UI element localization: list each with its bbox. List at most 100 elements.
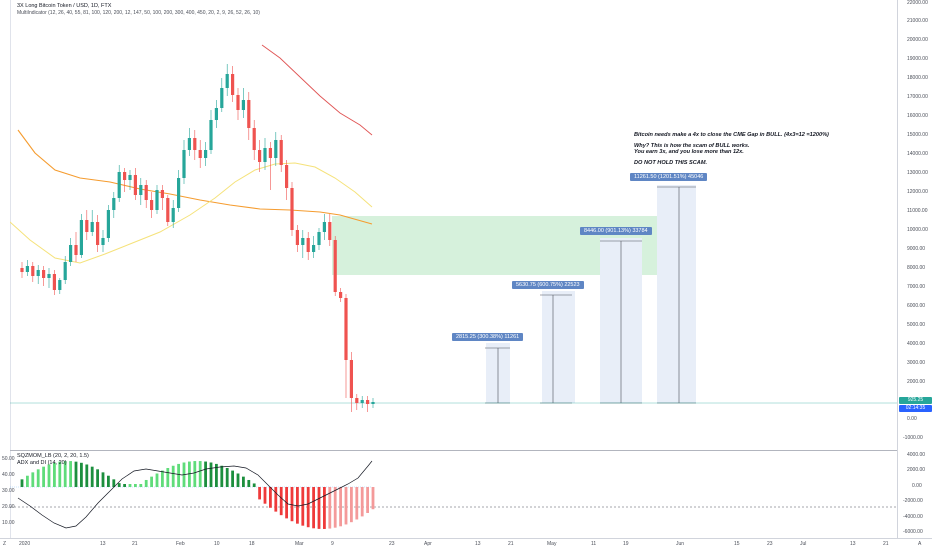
time-tick: 21 xyxy=(883,541,889,547)
indicator-right-tick: -6000.00 xyxy=(903,529,923,535)
time-tick: May xyxy=(547,541,557,547)
timezone-corner-button[interactable]: Z xyxy=(3,541,7,547)
time-tick: 18 xyxy=(249,541,255,547)
candle-body xyxy=(25,266,29,272)
candle-body xyxy=(279,140,283,165)
momentum-bar xyxy=(69,461,72,487)
price-tick: 22000.00 xyxy=(907,0,928,6)
momentum-bar xyxy=(360,487,364,517)
indicator-label-1[interactable]: SQZMOM_LB (20, 2, 20, 1.5) xyxy=(17,453,89,459)
momentum-bar xyxy=(312,487,315,529)
momentum-bar xyxy=(366,487,369,513)
price-tick: 7000.00 xyxy=(907,284,926,290)
momentum-bar xyxy=(188,461,191,487)
momentum-bar xyxy=(344,487,348,525)
indicator-right-tick: -4000.00 xyxy=(903,514,923,520)
indicator-params-label[interactable]: MultiIndicator (12, 26, 40, 55, 81, 100,… xyxy=(17,10,260,16)
candle-body xyxy=(209,120,213,150)
indicator-pane[interactable] xyxy=(10,451,897,538)
moving-average-yellow xyxy=(10,162,373,264)
time-tick: 23 xyxy=(767,541,773,547)
momentum-bar xyxy=(225,467,229,487)
candle-body xyxy=(101,238,105,245)
price-tick: 3000.00 xyxy=(907,360,926,366)
note-line-2: Why? This is how the scam of BULL works. xyxy=(634,142,750,149)
momentum-bar xyxy=(323,487,326,529)
candle-body xyxy=(58,280,62,290)
price-tick: 15000.00 xyxy=(907,132,928,138)
momentum-bar xyxy=(117,483,121,487)
price-tick: 18000.00 xyxy=(907,75,928,81)
momentum-bar xyxy=(177,463,180,487)
momentum-bar xyxy=(107,475,110,487)
price-tick: 14000.00 xyxy=(907,151,928,157)
candle-body xyxy=(20,268,24,272)
candle-body xyxy=(90,222,94,232)
indicator-left-tick-1: 50.00 xyxy=(2,456,15,462)
time-tick: 10 xyxy=(214,541,220,547)
price-tick: 4000.00 xyxy=(907,341,926,347)
time-tick: Jun xyxy=(676,541,685,547)
candle-body xyxy=(160,190,164,198)
time-axis[interactable]: Z 2020 13 21 Feb 10 18 Mar 9 23 Apr 13 2… xyxy=(0,538,932,551)
momentum-bar xyxy=(139,484,143,487)
momentum-bar xyxy=(166,467,170,487)
candle-body xyxy=(241,100,245,110)
candle-body xyxy=(69,245,73,262)
indicator-label-2[interactable]: ADX and DI (14, 20) xyxy=(17,460,67,466)
candlesticks xyxy=(20,64,375,412)
price-chart-canvas[interactable] xyxy=(10,0,897,450)
candle-body xyxy=(322,222,326,232)
momentum-bar xyxy=(101,472,105,487)
target-label-2[interactable]: 5630.75 (600.75%) 22523 xyxy=(512,281,584,289)
price-chart-pane[interactable] xyxy=(10,0,897,450)
momentum-bar xyxy=(274,487,278,512)
candle-body xyxy=(236,95,240,110)
momentum-bar xyxy=(204,461,207,487)
momentum-bar xyxy=(252,483,256,487)
price-tick: 0.00 xyxy=(907,416,917,422)
target-label-3[interactable]: 8446.00 (901.13%) 33784 xyxy=(580,227,652,235)
target-label-4[interactable]: 11261.50 (1201.51%) 45046 xyxy=(630,173,708,181)
candle-body xyxy=(231,74,235,95)
candle-body xyxy=(268,148,272,158)
momentum-bar xyxy=(26,475,29,487)
left-toolbar-strip xyxy=(0,0,11,550)
time-tick: 9 xyxy=(331,541,334,547)
momentum-bar xyxy=(128,484,132,487)
momentum-bar xyxy=(90,466,94,487)
settings-corner-button[interactable]: A xyxy=(918,541,922,547)
text-note[interactable]: Bitcoin needs make a 4x to close the CME… xyxy=(634,132,829,166)
momentum-bar xyxy=(20,479,24,487)
candle-body xyxy=(117,172,121,198)
momentum-bar xyxy=(242,476,245,487)
price-tick: 2000.00 xyxy=(907,379,926,385)
indicator-canvas[interactable] xyxy=(10,451,897,538)
target-label-1[interactable]: 2815.25 (300.38%) 11261 xyxy=(452,333,524,341)
momentum-bar xyxy=(193,461,197,487)
candle-body xyxy=(85,220,89,232)
candle-body xyxy=(52,274,56,290)
candle-body xyxy=(204,150,208,158)
candle-body xyxy=(263,148,267,162)
momentum-bar xyxy=(220,465,224,487)
candle-body xyxy=(177,178,181,208)
candle-body xyxy=(31,266,35,276)
candle-body xyxy=(360,400,364,403)
momentum-bar xyxy=(247,479,251,487)
time-tick: Mar xyxy=(295,541,304,547)
momentum-bar xyxy=(269,487,272,508)
moving-average-orange xyxy=(17,129,373,225)
price-tick: 17000.00 xyxy=(907,94,928,100)
pane-separator[interactable] xyxy=(10,450,897,451)
time-tick: 21 xyxy=(508,541,514,547)
momentum-bar xyxy=(144,479,148,487)
price-axis[interactable]: 22000.00 21000.00 20000.00 19000.00 1800… xyxy=(897,0,932,538)
momentum-bar xyxy=(333,487,337,528)
candle-body xyxy=(47,274,51,278)
note-line-1: Bitcoin needs make a 4x to close the CME… xyxy=(634,132,829,138)
candle-body xyxy=(214,108,218,120)
candle-body xyxy=(171,208,175,222)
candle-body xyxy=(344,298,348,360)
last-price-tag: 925.25 xyxy=(899,397,932,404)
